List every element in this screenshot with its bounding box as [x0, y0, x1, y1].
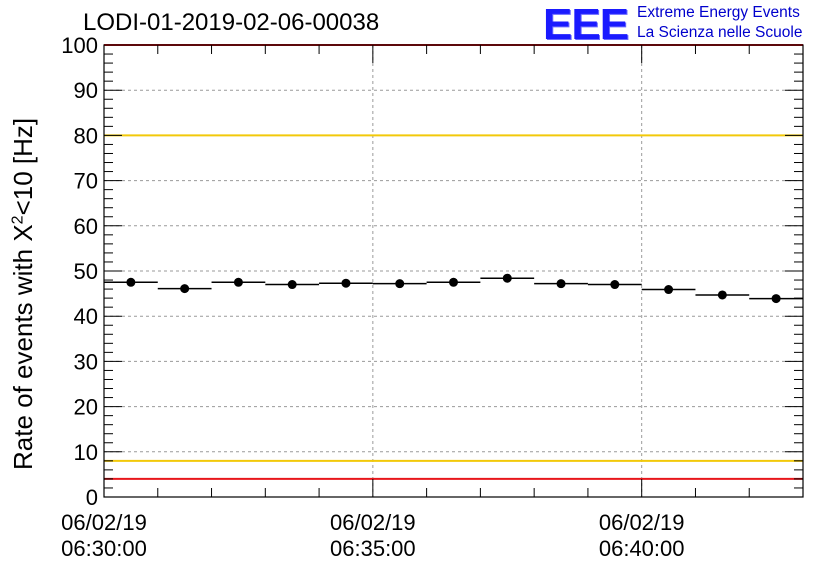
- y-tick-label: 60: [74, 214, 98, 239]
- x-tick-time: 06:30:00: [61, 536, 147, 561]
- eee-logo: EEE: [543, 0, 629, 49]
- x-tick-time: 06:40:00: [598, 536, 685, 561]
- x-tick-date: 06/02/19: [598, 510, 685, 535]
- y-axis-label-prefix: Rate of events with X: [8, 224, 38, 470]
- y-tick-label: 40: [74, 304, 98, 329]
- data-point: [233, 277, 243, 287]
- x-tick-time: 06:35:00: [330, 536, 416, 561]
- data-point: [664, 285, 674, 295]
- x-tick-date: 06/02/19: [330, 510, 416, 535]
- data-point: [180, 284, 190, 294]
- data-points: [104, 273, 803, 304]
- y-tick-label: 0: [86, 485, 98, 510]
- x-tick-label: 06/02/19 06:30:00: [24, 510, 184, 562]
- y-tick-labels: 0 10 20 30 40 50 60 70 80 90 100: [61, 33, 98, 510]
- y-tick-label: 50: [74, 259, 98, 284]
- data-point: [610, 280, 620, 290]
- plot-frame: [103, 44, 804, 498]
- data-point: [556, 279, 566, 289]
- grid-lines: [104, 45, 803, 497]
- x-tick-label: 06/02/19 06:35:00: [293, 510, 453, 562]
- y-axis-label-sup: 2: [9, 215, 27, 225]
- data-point: [395, 279, 405, 289]
- logo-line-2: La Scienza nelle Scuole: [637, 24, 803, 41]
- y-tick-label: 70: [74, 169, 98, 194]
- x-tick-date: 06/02/19: [61, 510, 147, 535]
- y-tick-label: 100: [61, 33, 98, 58]
- y-axis-label-suffix: <10 [Hz]: [8, 117, 38, 216]
- reference-lines: [104, 44, 803, 480]
- y-tick-label: 30: [74, 349, 98, 374]
- x-tick-label: 06/02/19 06:40:00: [562, 510, 722, 562]
- data-point: [717, 290, 727, 300]
- data-point: [126, 277, 136, 287]
- y-tick-label: 80: [74, 123, 98, 148]
- y-tick-label: 20: [74, 395, 98, 420]
- y-axis-label: Rate of events with X2<10 [Hz]: [8, 118, 39, 470]
- data-point: [771, 294, 781, 304]
- chart-title: LODI-01-2019-02-06-00038: [83, 9, 380, 36]
- y-tick-label: 90: [74, 78, 98, 103]
- data-point: [449, 277, 458, 287]
- axis-ticks: [103, 44, 804, 498]
- data-point: [287, 280, 297, 290]
- logo-line-1: Extreme Energy Events: [637, 4, 800, 21]
- y-tick-label: 10: [74, 440, 98, 465]
- data-point: [502, 273, 512, 283]
- data-point: [341, 278, 351, 288]
